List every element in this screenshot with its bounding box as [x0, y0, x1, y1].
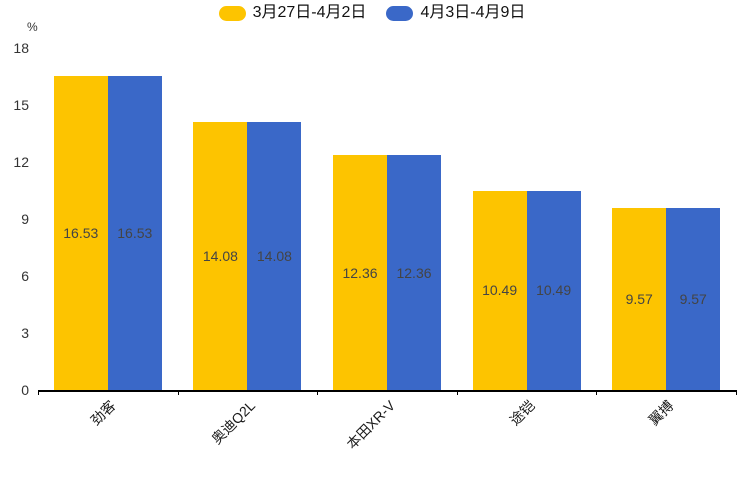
- legend-swatch-icon: [218, 5, 246, 21]
- legend-item-series-2[interactable]: 4月3日-4月9日: [386, 5, 525, 21]
- y-axis-tick-label: 15: [13, 97, 29, 113]
- x-axis-tick: [38, 390, 39, 395]
- bar-途铠-series-1: [472, 190, 527, 390]
- bar-value-label: 12.36: [396, 264, 432, 281]
- bar-奥迪Q2L-series-2: [247, 122, 302, 390]
- bar-value-label: 9.57: [679, 291, 707, 308]
- x-axis-label-本田XR-V: 本田XR-V: [342, 397, 398, 453]
- y-axis-tick-label: 9: [21, 211, 29, 227]
- x-axis-label-途铠: 途铠: [506, 397, 538, 429]
- legend-label: 3月27日-4月2日: [252, 4, 367, 21]
- y-axis-tick-label: 3: [21, 325, 29, 341]
- y-axis-unit-label: %: [27, 20, 38, 34]
- x-axis-tick: [456, 390, 458, 395]
- bar-value-label: 12.36: [342, 264, 378, 281]
- x-axis-label-翼搏: 翼搏: [645, 397, 677, 429]
- y-axis-tick-label: 6: [21, 268, 29, 284]
- bar-value-label: 14.08: [256, 248, 292, 265]
- x-axis-label-奥迪Q2L: 奥迪Q2L: [208, 397, 259, 448]
- bar-value-label: 10.49: [536, 282, 572, 299]
- y-axis-tick-label: 12: [13, 154, 29, 170]
- bar-奥迪Q2L-series-1: [193, 122, 248, 390]
- bar-劲客-series-1: [53, 75, 108, 390]
- x-axis-label-劲客: 劲客: [87, 397, 119, 429]
- bar-value-label: 16.53: [63, 224, 99, 241]
- bar-本田XR-V-series-1: [333, 155, 387, 390]
- bar-途铠-series-2: [526, 190, 581, 390]
- x-axis-line: [38, 390, 737, 392]
- legend-swatch-icon: [386, 5, 414, 21]
- legend: 3月27日-4月2日 4月3日-4月9日: [0, 5, 744, 21]
- legend-label: 4月3日-4月9日: [420, 4, 526, 21]
- bar-翼搏-series-1: [612, 208, 667, 390]
- y-axis-tick-label: 0: [21, 382, 29, 398]
- legend-item-series-1[interactable]: 3月27日-4月2日: [218, 4, 367, 21]
- bar-本田XR-V-series-2: [387, 155, 441, 390]
- bar-value-label: 16.53: [117, 224, 153, 241]
- bar-value-label: 9.57: [625, 291, 653, 308]
- bar-value-label: 14.08: [202, 248, 238, 265]
- x-axis-tick: [596, 390, 598, 395]
- bar-value-label: 10.49: [482, 282, 518, 299]
- y-axis-tick-label: 18: [13, 40, 29, 56]
- x-axis-tick: [317, 390, 319, 395]
- x-axis-tick: [177, 390, 179, 395]
- x-axis-tick: [736, 390, 737, 395]
- bar-劲客-series-2: [107, 75, 162, 390]
- bar-翼搏-series-2: [666, 208, 721, 390]
